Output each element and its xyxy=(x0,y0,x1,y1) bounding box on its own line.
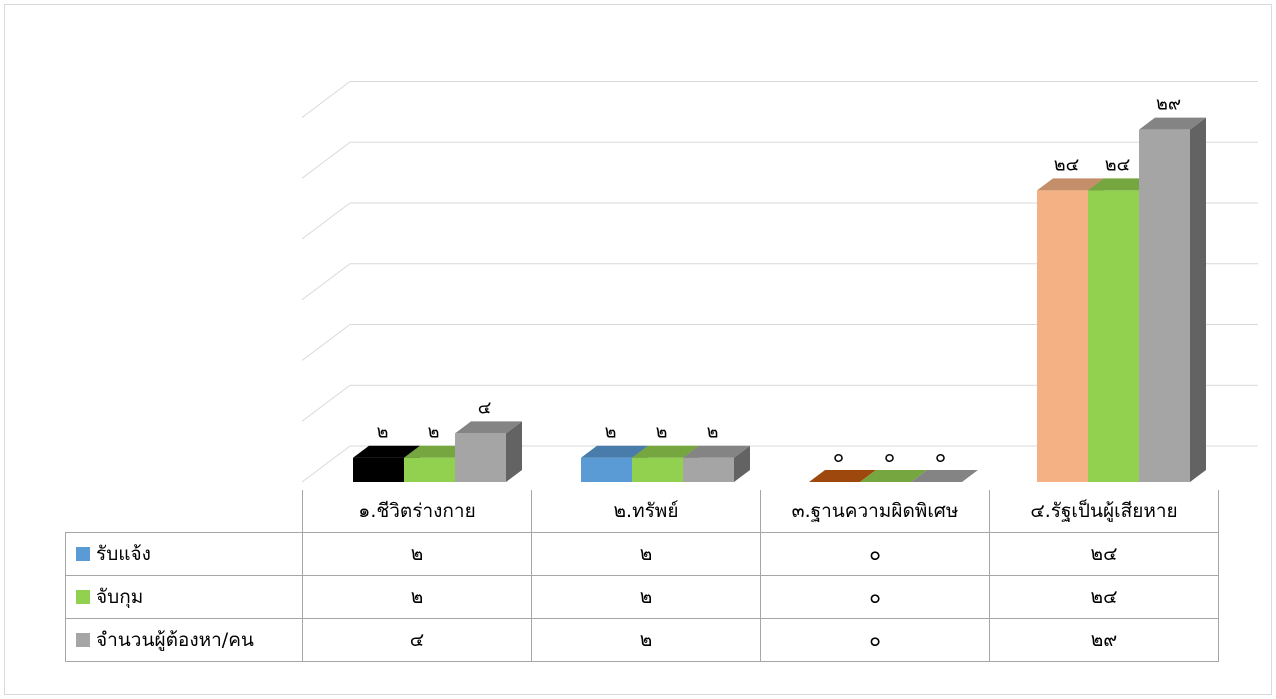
bar-top xyxy=(1088,178,1155,191)
bar-top xyxy=(683,445,750,458)
data-label: ๐ xyxy=(833,446,844,467)
table-value: ๔ xyxy=(302,618,532,662)
bar xyxy=(1088,190,1139,482)
data-label: ๒๔ xyxy=(1054,154,1080,175)
series-legend-cell: จับกุม xyxy=(65,575,303,619)
category-label: ๑.ชีวิตร่างกาย xyxy=(302,490,532,533)
legend-swatch-icon xyxy=(76,547,90,561)
gridline-diagonal xyxy=(301,384,351,422)
bar xyxy=(632,457,683,482)
data-label: ๒ xyxy=(707,422,719,443)
data-labels: ๒๒๔๒๒๒๐๐๐๒๔ ๒๔๒๙ xyxy=(377,94,1181,467)
bar-top xyxy=(404,445,471,458)
legend-swatch-icon xyxy=(76,633,90,647)
table-value: ๐ xyxy=(760,575,990,619)
bar xyxy=(1037,190,1088,482)
data-label: ๐ xyxy=(884,446,895,467)
data-table-row: จับกุม ๒ ๒ ๐ ๒๔ xyxy=(65,575,1219,619)
bar xyxy=(404,457,455,482)
data-label: ๒ xyxy=(656,422,668,443)
series-name: รับแจ้ง xyxy=(96,543,151,565)
data-label: ๒ xyxy=(605,422,617,443)
series-name: จำนวนผู้ต้องหา/คน xyxy=(96,629,254,651)
bar-side xyxy=(734,445,750,482)
gridline-diagonal xyxy=(301,263,351,301)
bar-top xyxy=(911,470,978,482)
data-label: ๒ xyxy=(377,422,389,443)
data-label: ๔ xyxy=(478,397,492,418)
gridline-diagonal xyxy=(301,445,351,483)
data-table-corner xyxy=(65,490,303,533)
bar-top xyxy=(581,445,648,458)
data-table: ๑.ชีวิตร่างกาย ๒.ทรัพย์ ๓.ฐานความผิดพิเศ… xyxy=(65,490,1219,662)
data-table-header-row: ๑.ชีวิตร่างกาย ๒.ทรัพย์ ๓.ฐานความผิดพิเศ… xyxy=(65,490,1219,533)
bar xyxy=(1139,129,1190,482)
series-name: จับกุม xyxy=(96,586,144,608)
bar-top xyxy=(809,470,876,482)
bar-top xyxy=(860,470,927,482)
bar-top xyxy=(455,421,522,434)
bar-side xyxy=(1190,117,1206,483)
gridline-diagonal xyxy=(301,202,351,240)
gridline-diagonal xyxy=(301,324,351,361)
category-label: ๒.ทรัพย์ xyxy=(531,490,761,533)
data-label: ๐ xyxy=(935,446,946,467)
table-value: ๒ xyxy=(302,575,532,619)
bar xyxy=(581,457,632,482)
data-table-row: รับแจ้ง ๒ ๒ ๐ ๒๔ xyxy=(65,532,1219,576)
bar-top xyxy=(1037,178,1104,191)
table-value: ๒ xyxy=(531,532,761,576)
gridline-diagonal xyxy=(301,141,351,179)
table-value: ๒ xyxy=(302,532,532,576)
data-label: ๒๔ xyxy=(1105,154,1131,175)
bar xyxy=(353,457,404,482)
series-legend-cell: รับแจ้ง xyxy=(65,532,303,576)
table-value: ๐ xyxy=(760,618,990,662)
bars xyxy=(353,117,1206,483)
bar-side xyxy=(506,421,522,482)
bar-top xyxy=(1139,117,1206,130)
table-value: ๒๔ xyxy=(989,575,1219,619)
bar xyxy=(455,433,506,482)
table-value: ๒ xyxy=(531,575,761,619)
data-table-row: จำนวนผู้ต้องหา/คน ๔ ๒ ๐ ๒๙ xyxy=(65,618,1219,662)
gridline-diagonal xyxy=(301,81,351,118)
category-label: ๔.รัฐเป็นผู้เสียหาย xyxy=(989,490,1219,533)
table-value: ๒๔ xyxy=(989,532,1219,576)
table-value: ๒ xyxy=(531,618,761,662)
category-label: ๓.ฐานความผิดพิเศษ xyxy=(760,490,990,533)
table-value: ๐ xyxy=(760,532,990,576)
bar-top xyxy=(632,445,699,458)
bar xyxy=(683,457,734,482)
series-legend-cell: จำนวนผู้ต้องหา/คน xyxy=(65,618,303,662)
data-label: ๒ xyxy=(428,422,440,443)
legend-swatch-icon xyxy=(76,590,90,604)
data-label: ๒๙ xyxy=(1156,94,1181,115)
table-value: ๒๙ xyxy=(989,618,1219,662)
bar-top xyxy=(353,445,420,458)
